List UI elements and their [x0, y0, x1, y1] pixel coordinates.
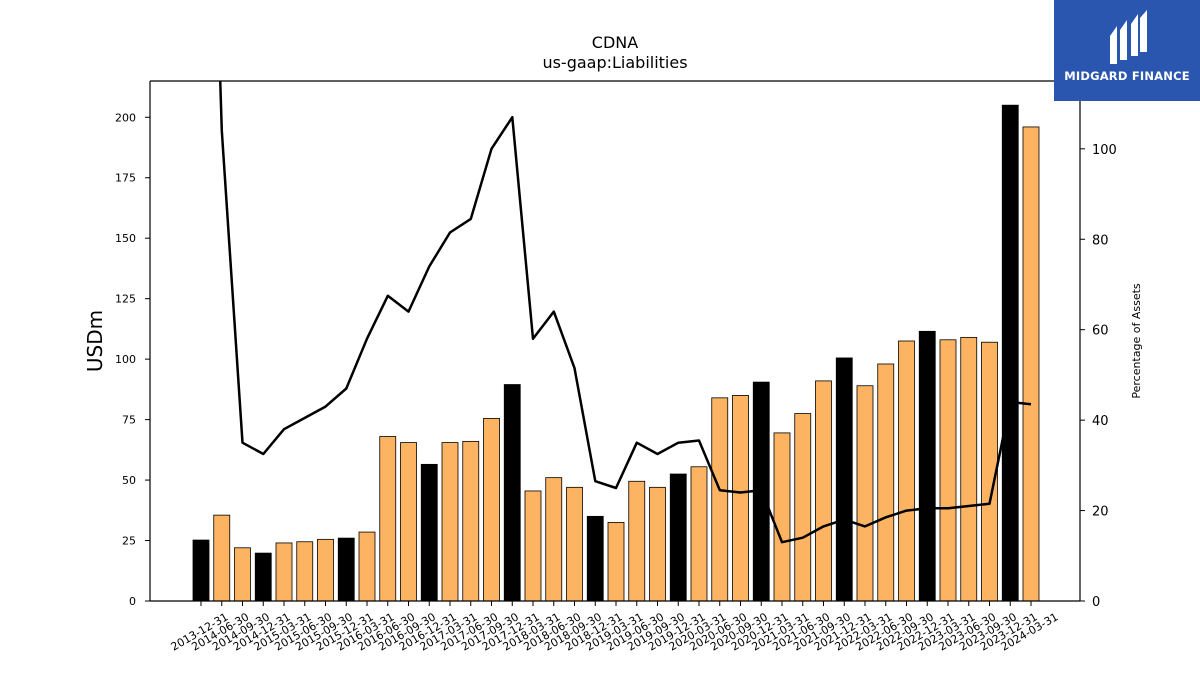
bar-2022-03-31	[856, 385, 874, 601]
bar-2022-09-30	[898, 340, 915, 601]
bar-2023-03-31	[939, 339, 957, 601]
y-tick-label: 25	[122, 535, 136, 548]
bar-2015-12-31	[337, 537, 355, 601]
bar-2019-12-31	[669, 473, 687, 601]
bar-2019-09-30	[649, 486, 666, 601]
bar-2023-09-30	[981, 341, 998, 601]
bar-2015-09-30	[317, 538, 334, 601]
bar-2016-03-31	[358, 531, 376, 601]
y-tick-label: 0	[129, 595, 136, 608]
bar-2018-06-30	[545, 477, 563, 601]
y2-axis-label: Percentage of Assets	[1130, 283, 1143, 399]
bar-2022-06-30	[877, 363, 895, 601]
bar-2017-12-31	[503, 384, 521, 601]
bar-2018-03-31	[524, 490, 542, 601]
bar-2015-06-30	[296, 541, 314, 601]
bar-2017-03-31	[441, 442, 459, 601]
bar-2017-06-30	[462, 440, 480, 601]
y2-tick-label: 20	[1092, 505, 1109, 520]
bar-2019-06-30	[628, 480, 646, 601]
percentage-line	[218, 81, 1032, 544]
bar-2020-09-30	[732, 395, 749, 601]
bar-2019-03-31	[607, 521, 625, 601]
bar-2021-06-30	[794, 413, 812, 601]
y-tick-label: 75	[122, 414, 136, 427]
bar-2021-03-31	[773, 432, 791, 601]
midgard-finance-logo: MIDGARD FINANCE	[1054, 0, 1200, 101]
y2-tick-label: 60	[1092, 324, 1109, 339]
chart-title: CDNA	[592, 33, 638, 52]
bar-2017-09-30	[483, 417, 500, 601]
bar-2014-12-31	[254, 552, 272, 601]
bar-2020-06-30	[711, 397, 729, 601]
bar-2014-06-30	[213, 514, 231, 601]
y2-tick-label: 40	[1092, 414, 1109, 429]
y-axis-label: USDm	[83, 310, 107, 372]
bar-2014-09-30	[234, 547, 251, 601]
bar-2018-09-30	[566, 486, 583, 601]
bar-2016-09-30	[400, 442, 417, 601]
bar-2018-12-31	[586, 515, 604, 601]
bar-2022-12-31	[918, 330, 936, 601]
bar-2024-03-31	[1022, 126, 1040, 601]
bar-2021-12-31	[835, 357, 853, 601]
bar-2023-06-30	[960, 336, 978, 601]
y-tick-label: 175	[115, 172, 136, 185]
logo-mark-icon	[1110, 10, 1147, 64]
y2-tick-label: 100	[1092, 143, 1117, 158]
bar-2021-09-30	[815, 380, 832, 601]
y-tick-label: 150	[115, 232, 136, 245]
y-tick-label: 100	[115, 353, 136, 366]
bar-2020-03-31	[690, 466, 708, 601]
logo-text: MIDGARD FINANCE	[1064, 69, 1190, 83]
y2-tick-label: 80	[1092, 233, 1109, 248]
bar-2016-06-30	[379, 436, 397, 601]
chart-subtitle: us-gaap:Liabilities	[542, 53, 687, 72]
bar-2015-03-31	[275, 542, 293, 601]
y-tick-label: 200	[115, 111, 136, 124]
bar-2013-12-31	[192, 539, 210, 601]
plot-area: 02550751001251501752000204060801002013-1…	[115, 80, 1117, 654]
bar-2016-12-31	[420, 463, 438, 601]
y-tick-label: 125	[115, 293, 136, 306]
y2-tick-label: 0	[1092, 595, 1100, 610]
bar-2023-12-31	[1001, 104, 1019, 601]
y-tick-label: 50	[122, 474, 136, 487]
